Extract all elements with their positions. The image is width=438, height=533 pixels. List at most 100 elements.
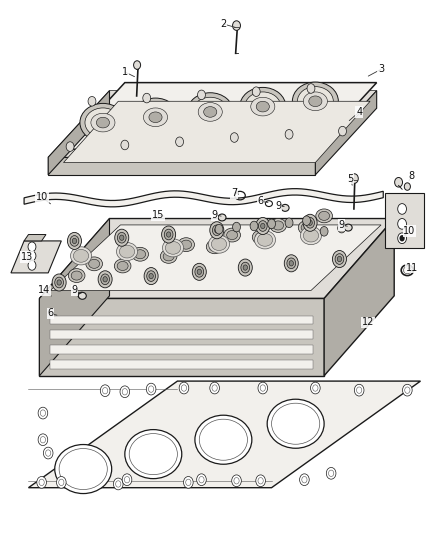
- Ellipse shape: [254, 231, 276, 249]
- Circle shape: [306, 217, 314, 228]
- Ellipse shape: [281, 205, 289, 211]
- Circle shape: [326, 467, 336, 479]
- Ellipse shape: [78, 292, 86, 300]
- Circle shape: [395, 177, 403, 187]
- Ellipse shape: [208, 235, 230, 253]
- Circle shape: [100, 385, 110, 397]
- Circle shape: [284, 255, 298, 272]
- Ellipse shape: [256, 101, 269, 112]
- Polygon shape: [39, 219, 394, 298]
- Ellipse shape: [68, 269, 85, 282]
- Polygon shape: [50, 316, 313, 324]
- Circle shape: [162, 226, 176, 243]
- Circle shape: [399, 235, 405, 241]
- Polygon shape: [324, 219, 394, 376]
- Circle shape: [197, 474, 206, 486]
- Polygon shape: [50, 225, 381, 290]
- Ellipse shape: [73, 249, 88, 262]
- Circle shape: [117, 232, 126, 243]
- Polygon shape: [50, 360, 313, 369]
- Circle shape: [28, 251, 36, 261]
- Ellipse shape: [316, 209, 332, 223]
- Text: 6: 6: [47, 309, 53, 318]
- Text: 4: 4: [356, 107, 362, 117]
- Text: 10: 10: [403, 226, 416, 236]
- Circle shape: [113, 478, 123, 490]
- Circle shape: [252, 87, 260, 96]
- Circle shape: [289, 261, 293, 266]
- Circle shape: [256, 217, 270, 235]
- Circle shape: [57, 280, 61, 285]
- Text: 9: 9: [339, 220, 345, 230]
- Circle shape: [339, 126, 346, 136]
- Ellipse shape: [88, 259, 99, 269]
- Circle shape: [70, 236, 79, 246]
- Circle shape: [38, 434, 48, 446]
- Ellipse shape: [125, 430, 182, 479]
- Circle shape: [350, 174, 358, 183]
- Ellipse shape: [240, 87, 286, 126]
- Circle shape: [335, 254, 344, 264]
- Ellipse shape: [309, 96, 322, 107]
- Ellipse shape: [187, 93, 233, 131]
- Polygon shape: [385, 193, 424, 248]
- Circle shape: [332, 251, 346, 268]
- Ellipse shape: [160, 249, 177, 263]
- Ellipse shape: [162, 239, 184, 257]
- Circle shape: [146, 383, 156, 395]
- Circle shape: [243, 265, 247, 270]
- Ellipse shape: [132, 247, 148, 261]
- Ellipse shape: [403, 266, 411, 274]
- Ellipse shape: [55, 445, 112, 494]
- Circle shape: [212, 225, 221, 236]
- Ellipse shape: [209, 242, 220, 252]
- Ellipse shape: [224, 228, 240, 242]
- Ellipse shape: [85, 108, 121, 137]
- Ellipse shape: [143, 108, 167, 126]
- Ellipse shape: [293, 82, 338, 120]
- Polygon shape: [48, 91, 377, 157]
- Ellipse shape: [180, 240, 192, 249]
- Circle shape: [398, 204, 406, 214]
- Text: 6: 6: [258, 197, 264, 206]
- Text: 1: 1: [122, 67, 128, 77]
- Text: 10: 10: [35, 192, 48, 202]
- Circle shape: [258, 382, 268, 394]
- Polygon shape: [39, 298, 324, 376]
- Circle shape: [28, 242, 36, 252]
- Circle shape: [166, 232, 171, 237]
- Circle shape: [43, 447, 53, 459]
- Circle shape: [57, 477, 66, 488]
- Circle shape: [210, 222, 224, 239]
- Circle shape: [303, 214, 317, 231]
- Ellipse shape: [227, 231, 237, 240]
- Circle shape: [233, 21, 240, 30]
- Circle shape: [230, 133, 238, 142]
- Circle shape: [115, 229, 129, 246]
- Text: 3: 3: [378, 64, 384, 74]
- Polygon shape: [24, 235, 46, 241]
- Circle shape: [52, 274, 66, 291]
- Circle shape: [258, 221, 267, 231]
- Circle shape: [210, 382, 219, 394]
- Circle shape: [404, 183, 410, 190]
- Ellipse shape: [86, 257, 102, 271]
- Ellipse shape: [206, 240, 223, 254]
- Circle shape: [256, 475, 265, 487]
- Circle shape: [320, 227, 328, 236]
- Circle shape: [300, 474, 309, 486]
- Ellipse shape: [245, 92, 281, 122]
- Text: 14: 14: [38, 286, 50, 295]
- Ellipse shape: [96, 117, 110, 128]
- Text: 5: 5: [347, 174, 353, 183]
- Ellipse shape: [211, 238, 227, 251]
- Circle shape: [143, 93, 151, 103]
- Circle shape: [238, 259, 252, 276]
- Circle shape: [179, 382, 189, 394]
- Ellipse shape: [163, 252, 174, 261]
- Circle shape: [98, 271, 112, 288]
- Circle shape: [28, 261, 36, 270]
- Ellipse shape: [257, 233, 272, 246]
- Polygon shape: [24, 189, 383, 207]
- Circle shape: [72, 238, 77, 244]
